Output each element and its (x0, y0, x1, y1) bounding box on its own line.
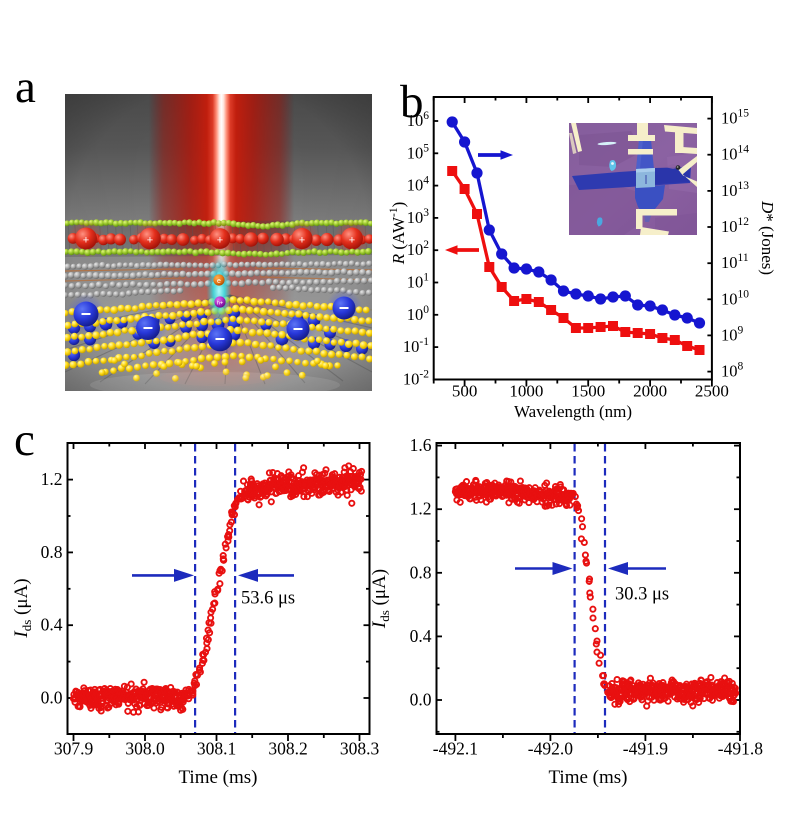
svg-text:307.9: 307.9 (54, 739, 94, 759)
svg-text:-491.9: -491.9 (623, 739, 668, 759)
svg-text:Wavelength (nm): Wavelength (nm) (514, 402, 632, 421)
svg-text:-491.8: -491.8 (718, 739, 763, 759)
svg-text:e: e (217, 278, 221, 285)
svg-text:Ids (μA): Ids (μA) (369, 569, 392, 629)
svg-text:0.0: 0.0 (41, 688, 63, 708)
svg-text:Time (ms): Time (ms) (548, 767, 627, 788)
svg-text:D* (Jones): D* (Jones) (758, 200, 777, 275)
svg-text:500: 500 (452, 382, 478, 401)
svg-text:1000: 1000 (509, 382, 543, 401)
svg-text:+: + (83, 235, 89, 247)
svg-text:1.6: 1.6 (410, 435, 432, 455)
svg-text:308.1: 308.1 (197, 739, 236, 759)
svg-text:0.8: 0.8 (41, 542, 63, 562)
svg-text:2500: 2500 (695, 382, 729, 401)
svg-text:+: + (217, 235, 223, 247)
svg-text:Time (ms): Time (ms) (178, 767, 257, 788)
svg-text:h+: h+ (217, 301, 223, 307)
svg-text:0.0: 0.0 (410, 690, 432, 710)
svg-text:+: + (147, 235, 153, 247)
svg-text:+: + (349, 235, 355, 247)
svg-text:30.3 μs: 30.3 μs (615, 585, 669, 605)
svg-text:0.4: 0.4 (41, 615, 63, 635)
svg-text:1.2: 1.2 (41, 469, 63, 489)
svg-text:308.2: 308.2 (268, 739, 307, 759)
svg-text:2000: 2000 (633, 382, 667, 401)
svg-text:R (AW-1): R (AW-1) (388, 202, 408, 266)
svg-text:308.3: 308.3 (340, 739, 380, 759)
svg-text:-492.0: -492.0 (528, 739, 573, 759)
svg-text:-492.1: -492.1 (433, 739, 478, 759)
svg-text:1500: 1500 (571, 382, 605, 401)
svg-text:308.0: 308.0 (125, 739, 165, 759)
svg-text:0.4: 0.4 (410, 626, 432, 646)
svg-text:Ids (μA): Ids (μA) (11, 578, 34, 638)
svg-text:1.2: 1.2 (410, 499, 432, 519)
svg-text:53.6 μs: 53.6 μs (241, 589, 295, 609)
svg-text:0.8: 0.8 (410, 562, 432, 582)
svg-text:+: + (299, 235, 305, 247)
